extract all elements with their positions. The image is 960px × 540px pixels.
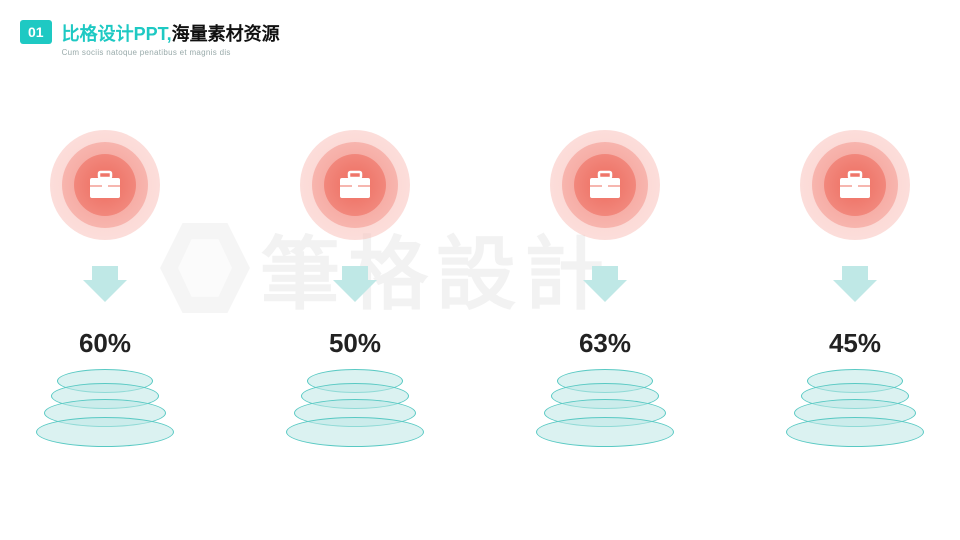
percent-value: 63% (579, 328, 631, 359)
briefcase-icon (338, 170, 372, 200)
percent-value: 50% (329, 328, 381, 359)
icon-circle (300, 130, 410, 240)
disc-stack (535, 369, 675, 439)
disc-stack (35, 369, 175, 439)
title-block: 比格设计PPT, 海量素材资源 Cum sociis natoque penat… (62, 20, 280, 57)
arrow-down-icon (333, 280, 377, 302)
infographic-item: 45% (785, 130, 925, 439)
briefcase-icon (588, 170, 622, 200)
icon-circle (50, 130, 160, 240)
disc (536, 417, 674, 447)
arrow-down-icon (583, 280, 627, 302)
percent-value: 60% (79, 328, 131, 359)
briefcase-icon (838, 170, 872, 200)
infographic-item: 60% (35, 130, 175, 439)
title-teal: 比格设计PPT, (62, 20, 172, 46)
icon-circle (800, 130, 910, 240)
arrow-down-icon (833, 280, 877, 302)
percent-value: 45% (829, 328, 881, 359)
disc (286, 417, 424, 447)
arrow-down-icon (83, 280, 127, 302)
infographic-items: 60% 50% 63% 45% (0, 130, 960, 439)
infographic-item: 50% (285, 130, 425, 439)
title-black: 海量素材资源 (172, 20, 280, 46)
disc-stack (285, 369, 425, 439)
briefcase-icon (88, 170, 122, 200)
subtitle: Cum sociis natoque penatibus et magnis d… (62, 48, 280, 57)
slide-number-badge: 01 (20, 20, 52, 44)
disc-stack (785, 369, 925, 439)
disc (36, 417, 174, 447)
slide-header: 01 比格设计PPT, 海量素材资源 Cum sociis natoque pe… (20, 20, 280, 57)
infographic-item: 63% (535, 130, 675, 439)
icon-circle (550, 130, 660, 240)
disc (786, 417, 924, 447)
